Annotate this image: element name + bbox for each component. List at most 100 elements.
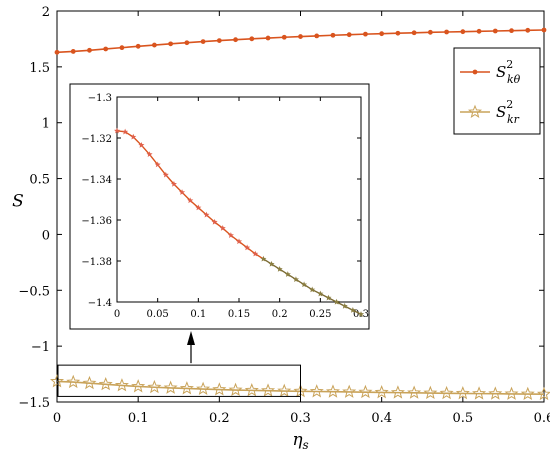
inset-data-point-star — [341, 302, 348, 309]
inset-y-tick-label: −1.32 — [81, 134, 112, 145]
inset-data-point-star — [301, 281, 308, 288]
data-point-star — [98, 376, 113, 391]
data-point-star — [439, 385, 454, 400]
legend-item-2: S2 kr — [460, 98, 520, 126]
x-tick-label: 0.4 — [371, 411, 392, 426]
inset-x-tick-label: 0 — [114, 309, 120, 320]
data-point — [135, 43, 141, 49]
data-point-star — [261, 383, 276, 397]
legend-item-1: S2 kθ — [460, 58, 521, 86]
data-point — [281, 34, 287, 40]
inset-data-point-star — [203, 211, 210, 218]
inset-data-point-star — [113, 127, 121, 134]
data-point-star — [66, 374, 81, 389]
inset-data-point-star — [179, 189, 186, 195]
inset-data-point-star — [244, 244, 251, 251]
inset-data-point-star — [317, 290, 324, 297]
data-point — [216, 38, 222, 44]
data-point-star — [342, 384, 357, 398]
data-point — [70, 49, 76, 54]
data-point-star — [163, 380, 178, 394]
data-point-star — [374, 385, 389, 399]
data-point-star — [244, 383, 259, 397]
data-point — [103, 46, 109, 52]
data-point-star — [212, 382, 227, 396]
data-point — [184, 40, 190, 46]
data-point — [363, 31, 368, 37]
data-point-star — [277, 383, 292, 398]
inset-x-tick-label: 0.2 — [272, 309, 288, 320]
inset-data-point-star — [357, 311, 365, 317]
legend-dot-marker — [472, 69, 478, 75]
x-axis-label-subscript: s — [303, 438, 309, 452]
inset-data-point-star — [122, 128, 129, 135]
y-tick-label: −1.5 — [18, 396, 50, 411]
inset-x-tick-label: 0.1 — [190, 309, 206, 320]
legend-box — [453, 47, 541, 135]
data-point-star — [82, 375, 97, 390]
x-axis-ticks: 0 0.1 0.2 0.3 0.4 0.5 0.6 — [53, 11, 550, 426]
data-point — [395, 30, 401, 36]
inset-data-point-star — [130, 133, 137, 140]
data-point-star — [228, 382, 243, 397]
legend-label-sup: 2 — [506, 58, 513, 71]
data-point — [314, 33, 320, 39]
y-tick-label: −0.5 — [18, 284, 50, 299]
inset-data-point-star — [260, 255, 267, 262]
inset-data-point-star — [211, 218, 218, 225]
inset-y-tick-label: −1.36 — [81, 216, 112, 227]
inset-data-point-star — [235, 238, 243, 245]
data-point-star — [131, 379, 146, 393]
data-point — [427, 29, 433, 35]
data-point — [541, 27, 547, 33]
inset-y-tick-label: −1.3 — [88, 93, 112, 104]
legend-label-main: S — [496, 63, 506, 81]
x-tick-label: 0 — [53, 411, 61, 426]
inset-data-point-star — [276, 266, 283, 272]
inset-data-point-star — [170, 180, 177, 187]
inset-y-tick-label: −1.38 — [81, 257, 112, 268]
legend-label-sub: kθ — [507, 73, 521, 86]
data-point-star — [49, 374, 65, 388]
inset-data-point-star — [138, 141, 145, 148]
data-point — [298, 34, 303, 39]
inset-data-point-star — [195, 204, 202, 211]
data-point — [119, 45, 125, 51]
data-point-star — [179, 381, 194, 395]
inset-data-point-star — [284, 271, 291, 277]
inset-y-tick-label: −1.34 — [81, 175, 112, 186]
data-point — [249, 36, 255, 42]
data-point — [152, 42, 157, 48]
data-point — [233, 37, 238, 43]
data-point-star — [472, 386, 487, 400]
data-point-star — [196, 381, 211, 396]
y-tick-label: 2 — [42, 5, 50, 20]
data-point — [54, 49, 60, 55]
inset-data-point-star — [333, 298, 340, 305]
inset-data-point-star — [349, 307, 356, 313]
inset-data-point-star — [252, 250, 259, 257]
inset-data-point-star — [227, 232, 234, 238]
legend-label-main: S — [496, 103, 506, 121]
legend-label: S2 kr — [496, 98, 520, 126]
x-tick-label: 0.6 — [534, 411, 550, 426]
x-tick-label: 0.1 — [128, 411, 149, 426]
legend-star-marker — [467, 104, 483, 118]
data-point-star — [504, 386, 519, 400]
data-point — [509, 28, 514, 34]
data-point-star — [309, 384, 324, 398]
data-point — [460, 29, 466, 35]
data-point-star — [488, 386, 503, 400]
data-point — [379, 31, 385, 37]
data-point-star — [423, 385, 438, 400]
data-point — [168, 41, 174, 47]
inset-x-tick-label: 0.25 — [309, 309, 331, 320]
inset-series — [113, 127, 365, 317]
data-point-star — [147, 379, 162, 394]
inset-data-point-star — [219, 225, 226, 231]
inset-x-tick-label: 0.05 — [147, 309, 169, 320]
data-point-star — [520, 386, 535, 401]
inset-data-point-star — [146, 151, 153, 157]
data-point — [346, 32, 352, 38]
